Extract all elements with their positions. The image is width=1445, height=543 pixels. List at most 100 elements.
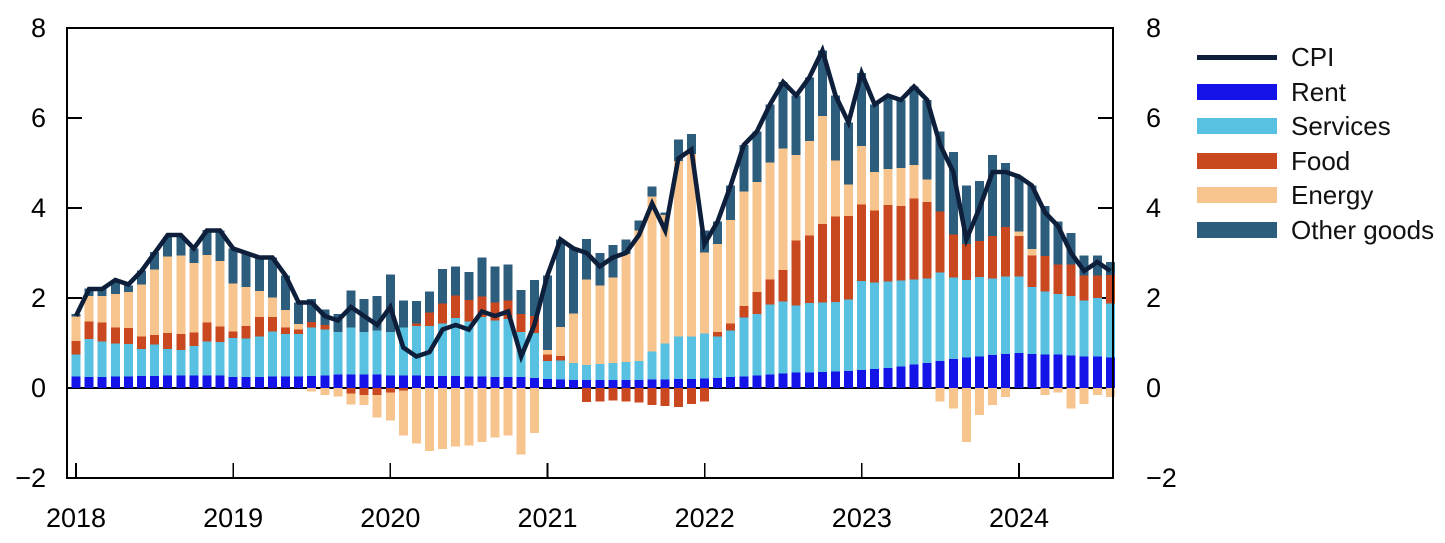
bar-segment-energy [974, 388, 984, 415]
bar-segment-rent [189, 375, 199, 388]
bar-segment-other-goods [503, 264, 513, 301]
bar-segment-other-goods [398, 300, 408, 328]
bar-segment-other-goods [136, 270, 146, 285]
bar-segment-services [660, 343, 670, 380]
bar-segment-rent [988, 355, 998, 388]
bar-segment-other-goods [988, 154, 998, 236]
bar-segment-food [294, 329, 304, 334]
bar-segment-other-goods [909, 86, 919, 165]
bar-segment-energy [176, 255, 186, 334]
bar-segment-other-goods [673, 139, 683, 161]
bar-segment-food [1014, 235, 1024, 277]
bar-segment-rent [870, 369, 880, 388]
bar-segment-rent [595, 379, 605, 388]
bar-segment-rent [307, 375, 317, 388]
bar-segment-food [804, 235, 814, 303]
bar-segment-food [713, 331, 723, 337]
bar-segment-food [97, 322, 107, 342]
bar-segment-rent [909, 364, 919, 388]
bar-segment-services [857, 280, 867, 370]
bar-segment-energy [150, 269, 160, 335]
bar-segment-rent [922, 362, 932, 388]
bar-segment-food [830, 216, 840, 303]
bar-segment-other-goods [857, 73, 867, 146]
bar-segment-services [307, 327, 317, 376]
bar-segment-other-goods [176, 236, 186, 256]
bar-segment-rent [503, 376, 513, 388]
bar-segment-services [582, 365, 592, 380]
bar-segment-other-goods [791, 95, 801, 155]
bar-segment-rent [686, 379, 696, 388]
bar-segment-energy [254, 290, 264, 317]
bar-segment-services [1040, 291, 1050, 355]
bar-segment-food [1105, 275, 1115, 304]
bar-segment-services [241, 338, 251, 377]
bar-segment-energy [136, 284, 146, 337]
bar-segment-energy [739, 191, 749, 307]
x-axis-year-label: 2023 [832, 503, 892, 533]
bar-segment-rent [778, 373, 788, 388]
bar-segment-services [176, 349, 186, 376]
bar-segment-food [123, 328, 133, 344]
y-axis-label-right: 2 [1146, 283, 1161, 313]
bar-segment-other-goods [425, 291, 435, 313]
bar-segment-other-goods [1092, 255, 1102, 276]
bar-segment-services [791, 305, 801, 373]
bar-segment-food [359, 388, 369, 395]
bar-segment-rent [830, 371, 840, 388]
bar-segment-energy [896, 167, 906, 207]
legend-item-other-goods: Other goods [1197, 213, 1434, 248]
y-axis-label-left: 8 [31, 13, 46, 43]
bar-segment-other-goods [294, 302, 304, 325]
bar-segment-other-goods [372, 295, 382, 331]
bar-segment-rent [1105, 357, 1115, 388]
bar-segment-food [621, 388, 631, 402]
bar-segment-food [1066, 264, 1076, 296]
bar-segment-rent [451, 375, 461, 388]
bar-segment-rent [529, 378, 539, 388]
bar-segment-rent [176, 375, 186, 388]
bar-segment-food [700, 388, 710, 402]
bar-segment-other-goods [830, 95, 840, 161]
x-axis-year-label: 2020 [360, 503, 420, 533]
bar-segment-food [909, 198, 919, 280]
bar-segment-food [438, 303, 448, 324]
bar-segment-rent [385, 375, 395, 388]
bar-segment-services [163, 348, 173, 376]
legend-color-swatch [1197, 83, 1277, 100]
bar-segment-energy [163, 256, 173, 334]
bar-segment-rent [438, 375, 448, 388]
bar-segment-food [883, 204, 893, 282]
bar-segment-rent [582, 379, 592, 388]
bar-segment-rent [961, 357, 971, 388]
bar-segment-energy [1105, 388, 1115, 397]
bar-segment-rent [1079, 356, 1089, 388]
bar-segment-energy [791, 154, 801, 241]
bar-segment-rent [857, 370, 867, 388]
bar-segment-energy [817, 115, 827, 224]
bar-segment-rent [647, 379, 657, 388]
bar-segment-other-goods [281, 275, 290, 311]
bar-segment-food [150, 334, 160, 345]
bar-segment-rent [110, 376, 120, 388]
bar-segment-rent [673, 379, 683, 388]
bar-segment-rent [359, 374, 369, 388]
y-axis-label-right: 8 [1146, 13, 1161, 43]
legend-item-services: Services [1197, 109, 1434, 144]
bar-segment-services [726, 330, 736, 378]
bar-segment-energy [542, 349, 552, 355]
bar-segment-rent [804, 372, 814, 388]
bar-segment-other-goods [202, 230, 212, 255]
bar-segment-food [136, 336, 146, 349]
bar-segment-rent [1027, 353, 1037, 388]
bar-segment-services [870, 282, 880, 370]
bar-segment-energy [490, 388, 500, 438]
bar-segment-rent [817, 371, 827, 388]
bar-segment-services [503, 319, 513, 377]
y-axis-label-right: 0 [1146, 373, 1161, 403]
bar-segment-rent [844, 370, 854, 388]
bar-segment-energy [281, 310, 290, 328]
bar-segment-food [398, 388, 408, 391]
bar-segment-energy [935, 388, 945, 402]
